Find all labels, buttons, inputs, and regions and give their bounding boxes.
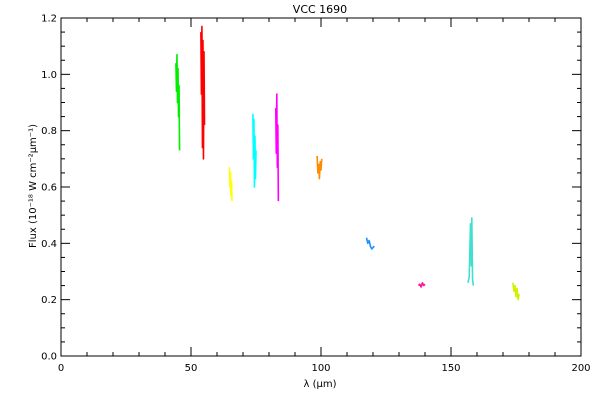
x-axis-label: λ (μm): [303, 379, 336, 390]
spectrum-segment-2: [200, 25, 206, 160]
spectrum-segment-3: [228, 167, 233, 202]
spectrum-segment-8: [417, 281, 426, 288]
y-tick-label: 0.2: [41, 295, 57, 306]
series-layer: [175, 25, 520, 301]
axis-ticks: 0 50 100 150 200 0.0 0.2 0.4 0.6 0.8 1.0 1.2: [41, 14, 590, 375]
spectrum-segment-4: [252, 113, 257, 188]
y-tick-label: 0.6: [41, 183, 57, 194]
spectrum-segment-5: [274, 93, 280, 202]
y-tick-label: 1.2: [41, 14, 57, 25]
x-tick-label: 200: [571, 363, 590, 374]
y-tick-label: 0.8: [41, 126, 57, 137]
spectrum-segment-9: [467, 217, 475, 286]
x-tick-label: 100: [311, 363, 330, 374]
y-axis-label: Flux (10⁻¹⁸ W cm⁻²μm⁻¹): [28, 124, 39, 248]
y-tick-label: 0.0: [41, 352, 57, 363]
chart-title: VCC 1690: [293, 3, 347, 16]
spectrum-segment-6: [316, 155, 323, 180]
spectrum-segment-7: [365, 237, 375, 250]
spectrum-segment-1: [175, 53, 181, 151]
x-tick-label: 0: [58, 363, 64, 374]
spectrum-segment-10: [512, 282, 520, 301]
y-tick-label: 1.0: [41, 70, 57, 81]
x-tick-label: 150: [441, 363, 460, 374]
x-tick-label: 50: [185, 363, 198, 374]
y-tick-label: 0.4: [41, 239, 57, 250]
